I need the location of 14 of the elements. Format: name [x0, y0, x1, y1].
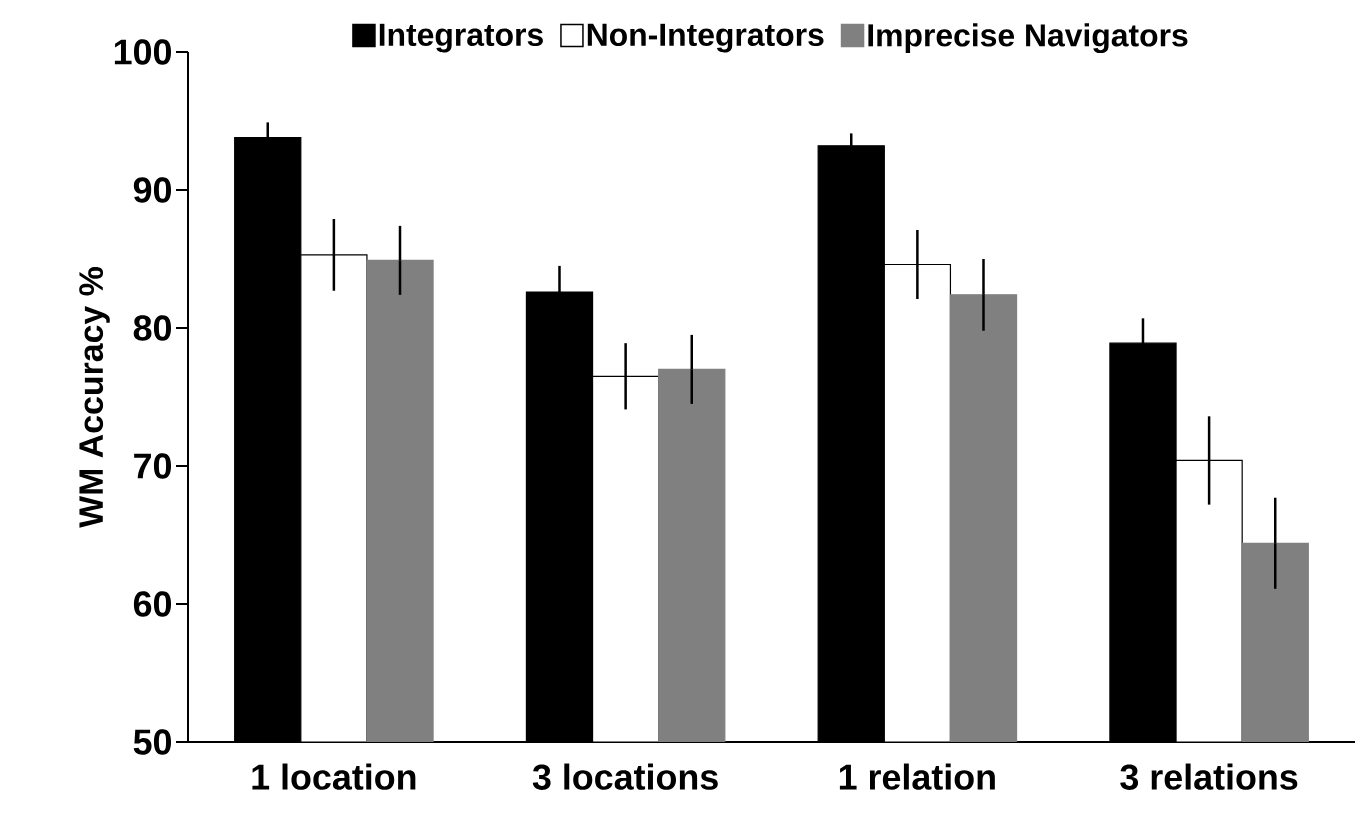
x-tick-label: 1 relation [839, 763, 995, 790]
legend-label: Imprecise Navigators [868, 23, 1188, 54]
x-tick-label: 1 location [252, 763, 416, 790]
y-tick-label: 80 [133, 315, 171, 341]
y-axis-title: WM Accuracy % [79, 267, 110, 528]
x-tick-label: 3 relations [1120, 763, 1298, 790]
y-tick-label: 70 [134, 453, 171, 479]
y-tick-label: 90 [133, 177, 171, 203]
y-tick-label: 50 [133, 729, 171, 755]
legend-label: Non-Integrators [587, 23, 824, 53]
legend-label: Integrators [379, 23, 543, 53]
x-tick-label: 3 locations [532, 763, 718, 790]
y-tick-label: 60 [133, 591, 171, 617]
y-tick-label: 100 [114, 39, 171, 65]
